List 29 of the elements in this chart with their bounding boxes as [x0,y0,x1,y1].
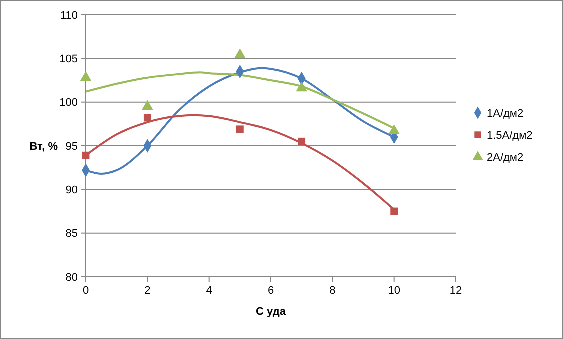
x-tick-label: 10 [388,285,400,297]
legend-label: 2A/дм2 [487,152,524,164]
legend-label: 1.5A/дм2 [487,130,533,142]
legend-label: 1A/дм2 [487,108,524,120]
x-tick-label: 2 [144,285,151,297]
y-tick-label: 95 [66,140,78,153]
point [142,100,154,110]
y-tick-label: 110 [60,10,78,22]
point [236,126,244,134]
x-tick-label: 8 [330,285,336,297]
y-tick-label: 105 [60,54,78,66]
y-tick-label: 100 [60,97,78,110]
y-axis-title: Вт, % [30,140,58,153]
point [80,71,92,82]
y-tick-label: 80 [66,272,78,284]
point [296,82,308,92]
x-tick-label: 12 [450,285,462,297]
point [144,114,152,122]
point [82,152,90,160]
y-tick-label: 90 [66,184,78,197]
point [390,208,398,216]
point [388,124,400,134]
x-axis-title: С уда [256,306,287,318]
point [234,48,246,58]
y-tick-label: 85 [66,228,78,240]
x-tick-label: 4 [206,285,212,297]
point [298,138,306,146]
x-tick-label: 0 [82,285,90,297]
x-tick-label: 6 [268,285,274,297]
